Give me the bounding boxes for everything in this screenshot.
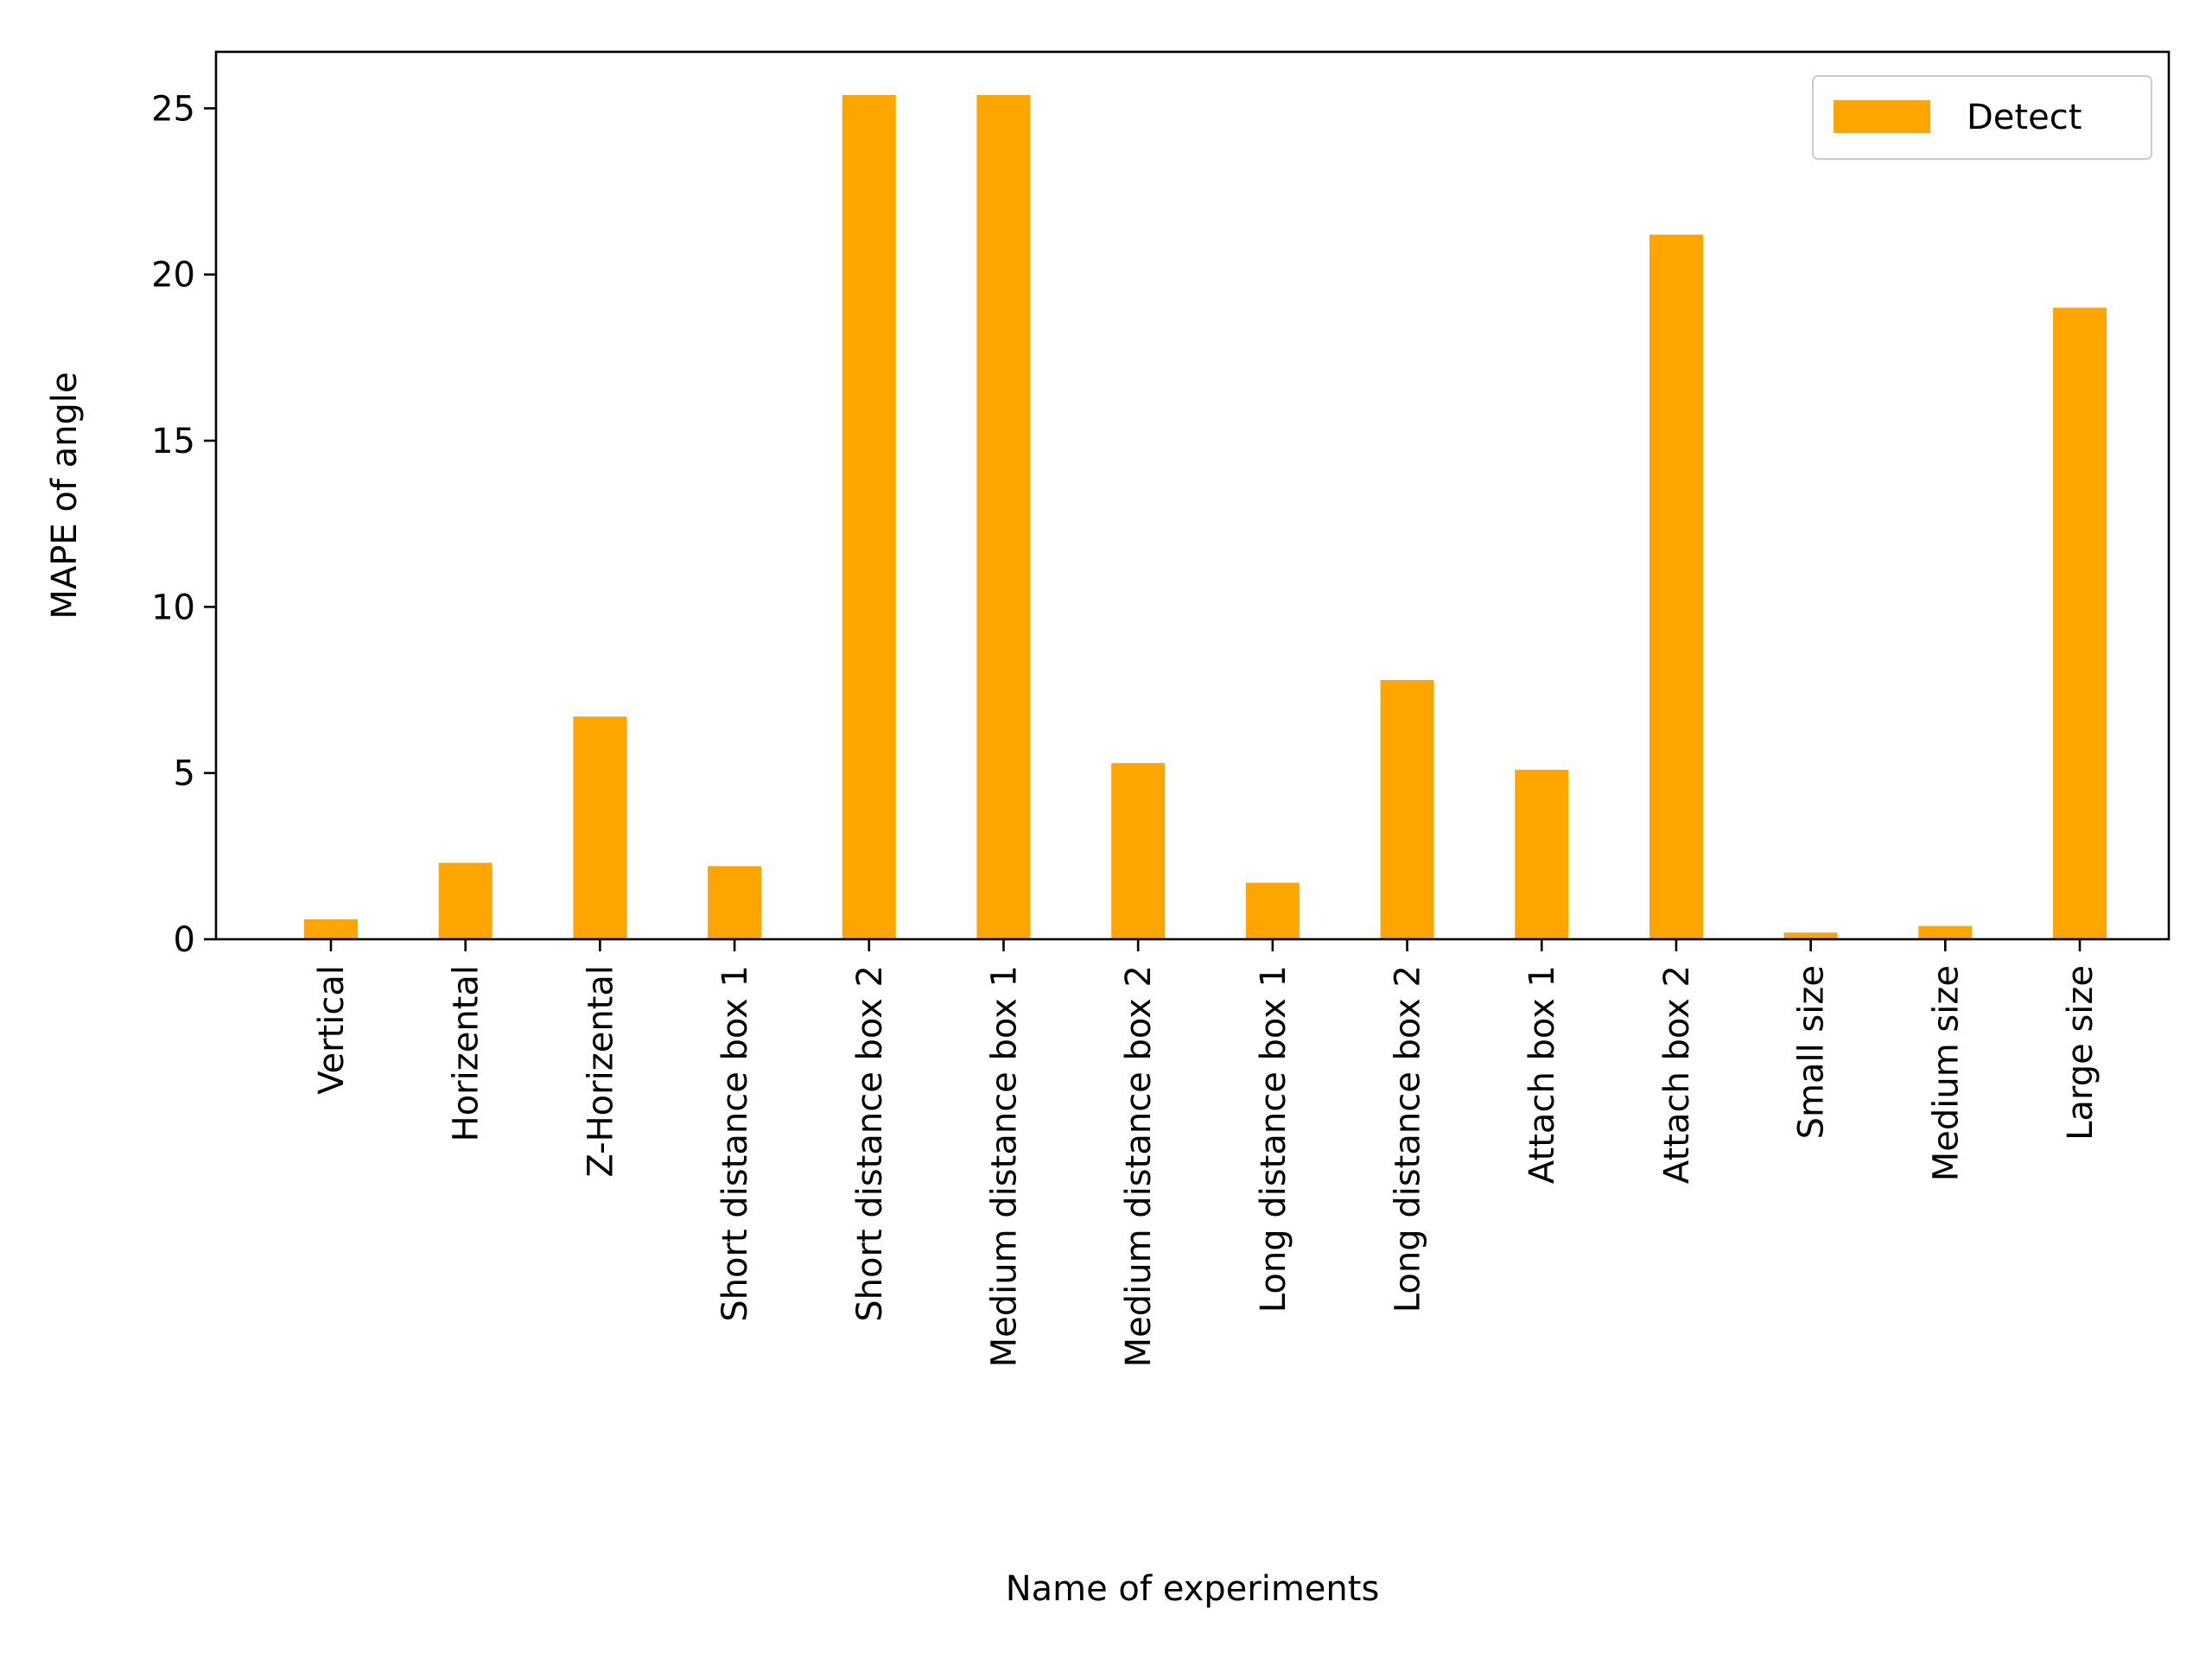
bar-4 [708,866,762,939]
bar-6 [976,95,1031,940]
y-tick-label: 5 [174,754,195,794]
bar-1 [304,918,358,939]
x-tick-label: Long distance box 1 [1254,965,1294,1313]
bars-layer [304,95,2107,940]
bar-2 [438,862,493,939]
axes-layer [214,50,2171,941]
bar-14 [2053,308,2107,939]
x-tick-label: Medium size [1926,965,1966,1181]
x-tick-label: Z-Horizental [581,965,620,1178]
bar-11 [1649,234,1703,939]
bar-7 [1111,763,1166,939]
x-tick-label: Medium distance box 2 [1119,965,1159,1367]
x-tick-label: Attach box 1 [1522,965,1562,1184]
y-tick-label: 20 [151,256,195,296]
x-tick-label: Long distance box 2 [1389,965,1428,1313]
x-tick-label: Small size [1792,965,1832,1139]
y-tick-label: 10 [151,588,195,627]
bar-8 [1245,882,1300,939]
legend-box [1812,75,2152,160]
x-axis-label: Name of experiments [1006,1569,1380,1609]
x-tick-label: Vertical [312,965,352,1095]
y-tick-label: 25 [151,89,195,129]
x-axis: Vertical Horizental Z-Horizental Short dist… [312,939,2101,1367]
bar-10 [1515,769,1569,939]
x-tick-label: Attach box 2 [1657,965,1697,1184]
x-tick-label: Short distance box 2 [850,965,890,1322]
bar-12 [1783,932,1838,939]
x-tick-label: Short distance box 1 [715,965,755,1322]
bar-3 [573,716,627,939]
plot-frame [214,50,2171,941]
x-tick-label: Large size [2061,965,2101,1141]
bar-5 [842,95,896,940]
y-axis-label: MAPE of angle [45,372,85,619]
x-tick-label: Medium distance box 1 [984,965,1024,1367]
bar-13 [1918,925,1973,939]
x-tick-label: Horizental [447,965,486,1141]
y-axis: 0 5 10 15 20 25 [151,89,216,960]
legend: Detect [1812,75,2152,160]
y-tick-label: 0 [174,920,195,960]
bar-9 [1380,679,1434,939]
y-tick-label: 15 [151,422,195,461]
legend-swatch [1834,100,1930,133]
legend-label: Detect [1967,98,2082,137]
